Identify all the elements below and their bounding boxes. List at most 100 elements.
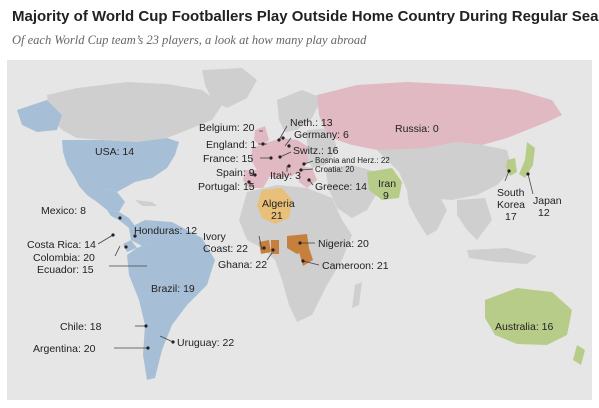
label-algeria-value: 21 [271, 210, 283, 222]
leader-line [114, 245, 121, 257]
nigeria-dot [298, 241, 302, 245]
label-nigeria: Nigeria: 20 [318, 238, 369, 250]
label-croatia: Croatia: 20 [315, 165, 355, 174]
label-iran-value: 9 [383, 190, 389, 202]
leader-lines [97, 125, 534, 349]
label-england: England: 1 [206, 139, 256, 151]
label-ghana: Ghana: 22 [218, 259, 267, 271]
label-australia: Australia: 16 [495, 321, 554, 333]
honduras-dot [118, 216, 122, 220]
iran-region [367, 168, 402, 200]
new-zealand-region [573, 345, 585, 365]
japan-dot [526, 172, 530, 176]
leader-line [300, 168, 314, 171]
chart-subtitle: Of each World Cup team’s 23 players, a l… [12, 33, 367, 47]
croatia-dot [299, 168, 303, 172]
costa-rica-dot [111, 233, 115, 237]
france-dot [269, 156, 273, 160]
location-dots [111, 136, 530, 350]
label-ecuador: Ecuador: 15 [37, 264, 94, 276]
greenland-region [202, 68, 257, 108]
label-bosnia: Bosnia and Herz.: 22 [315, 156, 390, 165]
label-south-korea-line2: Korea [497, 199, 525, 211]
label-usa: USA: 14 [95, 146, 134, 158]
algeria-region [257, 188, 292, 224]
label-switzerland: Switz.: 16 [293, 145, 339, 157]
russia-region [317, 82, 562, 152]
label-spain: Spain: 9 [216, 167, 255, 179]
leader-line [266, 252, 273, 261]
leader-line [258, 235, 263, 251]
southeast-asia-region [457, 198, 492, 240]
colombia-region [129, 220, 157, 246]
britain-region [254, 126, 269, 146]
belgium-dot [277, 138, 281, 142]
canada-region [47, 82, 222, 142]
greece-dot [307, 178, 311, 182]
label-greece: Greece: 14 [315, 181, 367, 193]
label-ivory-coast-line1: Ivory [203, 231, 227, 243]
cameroon-dot [301, 259, 305, 263]
chart-title: Majority of World Cup Footballers Play O… [12, 8, 599, 25]
bosnia-dot [302, 162, 306, 166]
ghana-dot [271, 248, 275, 252]
alaska-region [17, 100, 62, 132]
nigeria-region [287, 234, 309, 254]
label-france: France: 15 [203, 153, 253, 165]
ivory-coast-dot [262, 246, 266, 250]
label-italy: Italy: 3 [270, 170, 301, 182]
ghana-region [271, 240, 279, 254]
south-korea-dot [507, 169, 511, 173]
chile-dot [144, 324, 148, 328]
label-mexico: Mexico: 8 [41, 205, 86, 217]
leader-line [504, 170, 510, 182]
middle-east-region [325, 165, 379, 218]
label-costa-rica: Costa Rica: 14 [27, 239, 96, 251]
label-germany: Germany: 6 [294, 129, 349, 141]
brazil-region [152, 228, 213, 300]
eastern-europe-region [307, 128, 337, 168]
central-asia-region [377, 142, 512, 200]
leader-line [527, 173, 534, 195]
leader-line [284, 137, 292, 147]
switzerland-dot [278, 155, 282, 159]
uruguay-dot [171, 340, 175, 344]
label-belgium: Belgium: 20 [199, 122, 255, 134]
colombia-dot [133, 234, 137, 238]
germany-dot [287, 144, 291, 148]
label-portugal: Portugal: 15 [198, 181, 255, 193]
label-cameroon: Cameroon: 21 [322, 260, 389, 272]
leader-line [302, 260, 320, 266]
italy-dot [287, 164, 291, 168]
label-argentina: Argentina: 20 [33, 343, 96, 355]
label-japan-value: 12 [538, 207, 550, 219]
india-region [407, 190, 447, 236]
leader-line [159, 335, 174, 343]
label-japan-name: Japan [533, 195, 562, 207]
label-algeria-name: Algeria [262, 198, 295, 210]
label-colombia: Colombia: 20 [33, 252, 95, 264]
mexico-region [75, 178, 125, 212]
leader-line [278, 125, 288, 141]
label-uruguay: Uruguay: 22 [177, 337, 234, 349]
portugal-dot [247, 180, 251, 184]
indonesia-region [467, 248, 537, 264]
ecuador-dot [124, 245, 128, 249]
madagascar-region [352, 282, 362, 308]
label-iran-name: Iran [378, 178, 396, 190]
scandinavia-region [277, 90, 322, 132]
leader-line [97, 234, 114, 245]
label-russia: Russia: 0 [395, 123, 439, 135]
japan-region [519, 142, 535, 178]
world-map: USA: 14 Mexico: 8 Honduras: 12 Costa Ric… [7, 60, 592, 400]
caribbean-region [135, 200, 157, 206]
leader-line [279, 151, 292, 158]
england-dot [261, 142, 265, 146]
label-south-korea-value: 17 [505, 211, 517, 223]
label-south-korea-line1: South [497, 187, 525, 199]
australia-region [485, 288, 572, 345]
spain-dot [253, 173, 257, 177]
label-netherlands: Neth.: 13 [290, 117, 333, 129]
label-honduras: Honduras: 12 [134, 225, 197, 237]
usa-region [62, 138, 179, 192]
